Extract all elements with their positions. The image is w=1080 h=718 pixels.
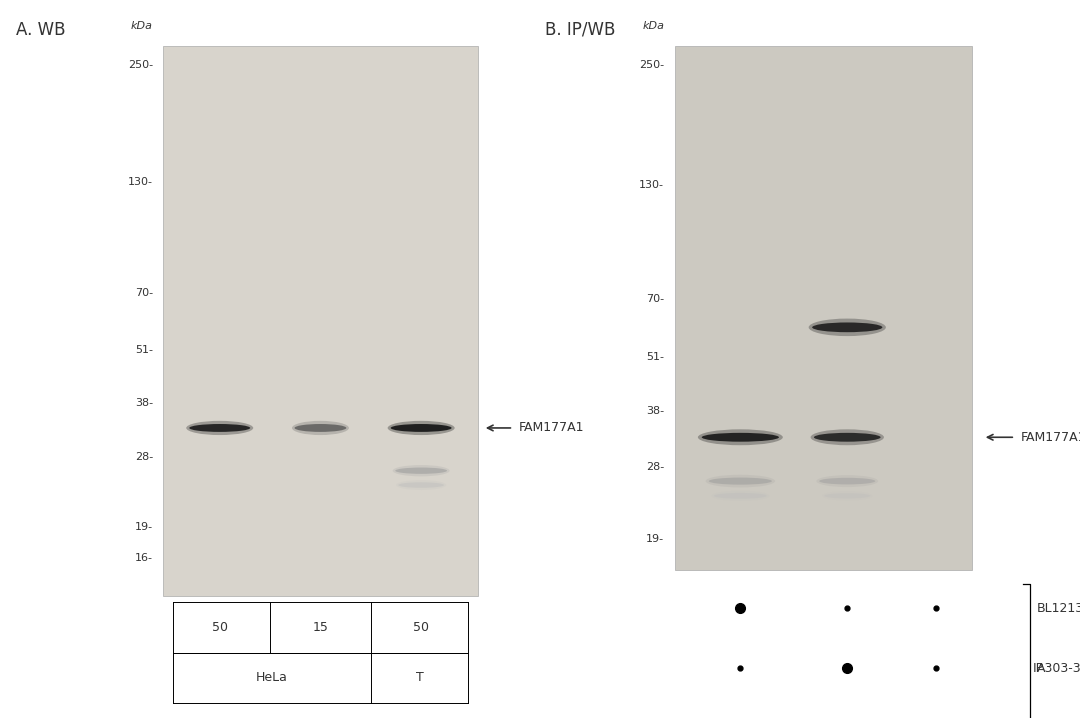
Text: 130-: 130-	[639, 180, 664, 190]
Text: A303-366A: A303-366A	[1037, 662, 1080, 675]
Ellipse shape	[708, 477, 772, 485]
Text: 28-: 28-	[135, 452, 153, 462]
Text: 15: 15	[312, 621, 328, 634]
Ellipse shape	[388, 421, 455, 435]
Text: FAM177A1: FAM177A1	[1021, 431, 1080, 444]
Ellipse shape	[189, 424, 251, 432]
Ellipse shape	[812, 322, 882, 332]
Ellipse shape	[396, 480, 446, 490]
Text: kDa: kDa	[643, 21, 664, 31]
Ellipse shape	[816, 475, 878, 487]
Ellipse shape	[712, 490, 769, 501]
Text: 16-: 16-	[135, 553, 153, 563]
Text: BL12130: BL12130	[1037, 602, 1080, 615]
Ellipse shape	[819, 477, 876, 485]
Bar	[675, 46, 972, 570]
Ellipse shape	[399, 482, 444, 488]
Ellipse shape	[393, 465, 449, 476]
Text: 19-: 19-	[646, 533, 664, 544]
Ellipse shape	[814, 433, 880, 442]
Text: 50: 50	[212, 621, 228, 634]
Ellipse shape	[714, 493, 767, 499]
Text: IP: IP	[1032, 662, 1044, 675]
Text: HeLa: HeLa	[256, 671, 287, 684]
Text: 70-: 70-	[646, 294, 664, 304]
Bar	[163, 46, 477, 596]
Ellipse shape	[822, 491, 873, 500]
Text: 250-: 250-	[639, 60, 664, 70]
Text: 130-: 130-	[127, 177, 153, 187]
Ellipse shape	[698, 429, 783, 445]
Text: 50: 50	[414, 621, 429, 634]
Text: 28-: 28-	[646, 462, 664, 472]
Ellipse shape	[809, 319, 886, 336]
Text: kDa: kDa	[131, 21, 153, 31]
Ellipse shape	[295, 424, 347, 432]
Ellipse shape	[811, 429, 883, 445]
Ellipse shape	[824, 493, 870, 498]
Text: 51-: 51-	[646, 353, 664, 362]
Text: 38-: 38-	[135, 398, 153, 408]
Ellipse shape	[395, 467, 447, 474]
Text: FAM177A1: FAM177A1	[518, 421, 584, 434]
Ellipse shape	[292, 421, 349, 435]
Text: B. IP/WB: B. IP/WB	[545, 21, 616, 39]
Text: T: T	[416, 671, 423, 684]
Text: 70-: 70-	[135, 288, 153, 298]
Ellipse shape	[705, 475, 775, 488]
Ellipse shape	[186, 421, 253, 435]
Text: 38-: 38-	[646, 406, 664, 416]
Text: A. WB: A. WB	[16, 21, 66, 39]
Ellipse shape	[391, 424, 451, 432]
Text: 19-: 19-	[135, 522, 153, 532]
Text: 250-: 250-	[127, 60, 153, 70]
Text: 51-: 51-	[135, 345, 153, 355]
Ellipse shape	[702, 433, 779, 442]
